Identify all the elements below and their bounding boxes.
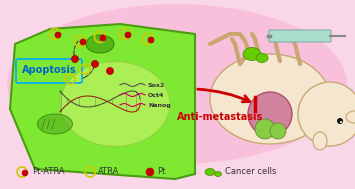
Text: ATRA: ATRA <box>98 167 119 177</box>
Ellipse shape <box>256 53 268 63</box>
FancyArrowPatch shape <box>84 67 94 78</box>
Circle shape <box>125 32 131 38</box>
Circle shape <box>71 56 78 63</box>
Ellipse shape <box>214 171 222 177</box>
Circle shape <box>106 67 114 74</box>
Text: Oct4: Oct4 <box>148 93 164 98</box>
Text: Sox2: Sox2 <box>148 83 165 88</box>
FancyArrowPatch shape <box>74 41 78 55</box>
Ellipse shape <box>86 35 114 53</box>
Text: Cancer cells: Cancer cells <box>225 167 277 177</box>
FancyBboxPatch shape <box>269 30 331 42</box>
Ellipse shape <box>210 54 330 144</box>
Ellipse shape <box>7 4 347 164</box>
Text: Pt: Pt <box>157 167 165 177</box>
Circle shape <box>92 60 98 67</box>
Circle shape <box>337 118 343 124</box>
FancyArrowPatch shape <box>198 89 250 102</box>
Circle shape <box>146 168 154 176</box>
Ellipse shape <box>313 132 327 150</box>
Circle shape <box>148 37 154 43</box>
Circle shape <box>22 170 28 176</box>
Text: Apoptosis: Apoptosis <box>22 65 76 75</box>
Ellipse shape <box>205 169 215 176</box>
Circle shape <box>270 123 286 139</box>
Ellipse shape <box>243 47 261 60</box>
Text: Pt-ATRA: Pt-ATRA <box>32 167 65 177</box>
Polygon shape <box>10 24 195 179</box>
Circle shape <box>255 119 275 139</box>
Text: Nanog: Nanog <box>148 103 171 108</box>
Ellipse shape <box>60 61 170 146</box>
Text: Anti-metastasis: Anti-metastasis <box>177 112 263 122</box>
Circle shape <box>100 35 106 41</box>
Circle shape <box>340 121 342 123</box>
Ellipse shape <box>38 114 72 134</box>
Circle shape <box>55 32 61 38</box>
Circle shape <box>80 39 86 45</box>
Circle shape <box>298 82 355 146</box>
Circle shape <box>248 92 292 136</box>
Ellipse shape <box>346 111 355 123</box>
